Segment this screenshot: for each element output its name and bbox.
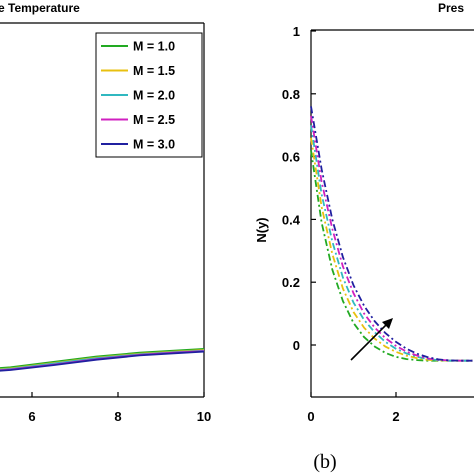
panel-b-title: Pres xyxy=(438,1,464,15)
panel-b-y-tick-label: 0.4 xyxy=(282,212,301,227)
panel-a-x-tick-label: 6 xyxy=(28,409,35,424)
panel-b-y-tick-label: 0.8 xyxy=(282,87,300,102)
trend-arrow xyxy=(350,318,393,361)
panel-b-series-line xyxy=(310,150,473,362)
panel-b-series-lines xyxy=(310,106,473,362)
arrow-shaft xyxy=(350,322,389,361)
panel-a-x-ticks: 6 8 10 xyxy=(28,392,211,424)
panel-a-series-line xyxy=(0,350,205,372)
panel-a: e Temperature 6 8 10 M = 1.0 M = 1.5 M = 2.0… xyxy=(0,1,211,424)
panel-a-x-tick-label: 10 xyxy=(197,409,211,424)
panel-a-x-tick-label: 8 xyxy=(114,409,121,424)
panel-b-y-tick-label: 1 xyxy=(293,24,300,39)
panel-a-title: e Temperature xyxy=(0,1,80,15)
panel-b-series-line xyxy=(310,125,473,362)
legend-label: M = 2.5 xyxy=(133,113,175,127)
panel-a-series-line xyxy=(0,350,205,372)
legend-label: M = 3.0 xyxy=(133,138,175,152)
legend-label: M = 1.5 xyxy=(133,64,175,78)
panel-a-series-lines xyxy=(0,348,205,372)
panel-b-x-tick-label: 2 xyxy=(392,409,399,424)
panel-a-series-line xyxy=(0,348,205,369)
panel-b-y-tick-label: 0.6 xyxy=(282,150,300,165)
panel-a-legend: M = 1.0 M = 1.5 M = 2.0 M = 2.5 M = 3.0 xyxy=(95,32,203,158)
panel-b-axes xyxy=(310,29,474,398)
figure-caption: (b) xyxy=(313,451,336,473)
panel-b-y-tick-label: 0 xyxy=(293,338,300,353)
panel-b-y-tick-label: 0.2 xyxy=(282,275,300,290)
panel-b-y-label: N(y) xyxy=(254,217,269,242)
legend-entries: M = 1.0 M = 1.5 M = 2.0 M = 2.5 M = 3.0 xyxy=(101,40,175,152)
panel-b-series-line xyxy=(310,115,473,362)
arrow-head-icon xyxy=(382,318,393,329)
legend-label: M = 1.0 xyxy=(133,40,175,54)
panel-b-x-tick-label: 0 xyxy=(307,409,314,424)
legend-label: M = 2.0 xyxy=(133,89,175,103)
panel-b-series-line xyxy=(310,106,473,362)
panel-a-axes xyxy=(0,22,205,398)
